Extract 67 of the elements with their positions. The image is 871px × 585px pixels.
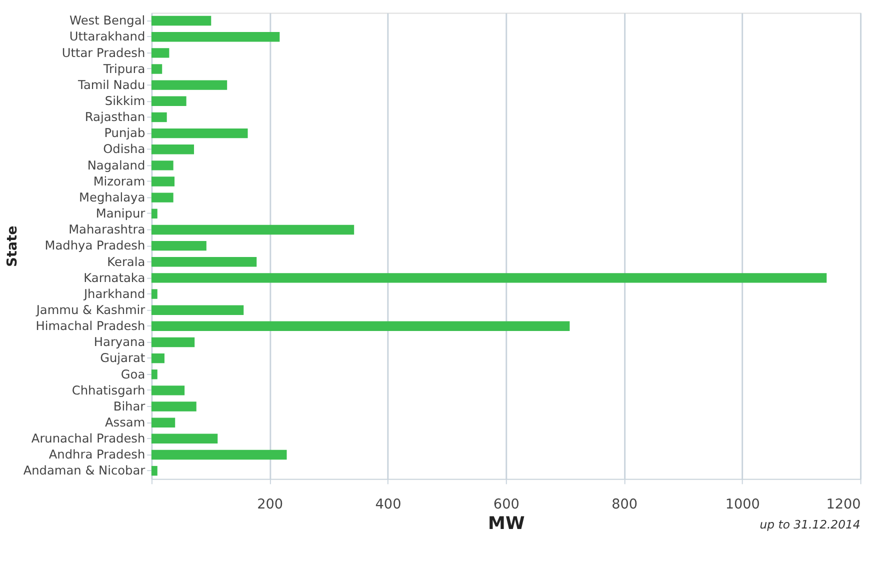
y-axis-title: State: [4, 226, 20, 267]
y-tick-label: Tripura: [102, 62, 146, 76]
bar: [151, 128, 248, 138]
bar: [151, 192, 174, 202]
y-tick-label: Jammu & Kashmir: [35, 302, 146, 317]
y-tick-label: Odisha: [103, 142, 146, 156]
bar: [151, 80, 228, 90]
y-tick-label: Gujarat: [100, 351, 146, 366]
bar: [151, 16, 212, 26]
y-tick-label: Chhatisgarh: [72, 383, 146, 398]
x-tick-label: 600: [493, 496, 520, 512]
y-tick-label: Arunachal Pradesh: [31, 432, 146, 446]
bar: [151, 305, 244, 315]
y-tick-label: Tamil Nadu: [77, 78, 146, 92]
y-tick-label: Nagaland: [87, 158, 146, 172]
y-tick-label: Bihar: [113, 399, 146, 414]
y-tick-label: Karnataka: [84, 270, 146, 285]
y-tick-label: Sikkim: [104, 94, 146, 108]
bar: [151, 418, 176, 428]
bar: [151, 240, 206, 251]
bar: [151, 434, 218, 444]
x-tick-label: 800: [612, 496, 638, 512]
y-tick-label: Uttar Pradesh: [62, 46, 146, 60]
text: up to 31.12.2014: [760, 517, 860, 532]
y-tick-label: Manipur: [96, 206, 146, 221]
bar: [151, 112, 167, 122]
y-tick-label: Haryana: [94, 335, 146, 350]
y-tick-label: Andhra Pradesh: [48, 448, 146, 462]
y-tick-label: Kerala: [107, 254, 146, 269]
bar: [151, 48, 170, 58]
y-tick-label: Andaman & Nicobar: [23, 464, 146, 478]
y-tick-label: Meghalaya: [79, 190, 146, 204]
bar: [151, 337, 195, 348]
y-tick-label: Uttarakhand: [69, 30, 146, 44]
y-tick-label: Rajasthan: [84, 110, 146, 124]
x-tick-label: 400: [375, 496, 402, 512]
bar: [151, 370, 158, 380]
bar: [151, 353, 164, 364]
bar: [151, 96, 186, 106]
bar: [151, 160, 174, 170]
bar: [151, 466, 158, 476]
y-tick-label: Punjab: [104, 126, 146, 140]
bar: [151, 257, 257, 267]
bar: [151, 289, 158, 299]
bar: [151, 208, 158, 219]
x-tick-label: 1000: [725, 496, 760, 512]
bar: [151, 402, 196, 412]
y-tick-label: West Bengal: [70, 14, 146, 28]
bar: [151, 64, 162, 74]
bar: [151, 386, 185, 396]
x-axis-title: MW: [488, 514, 525, 534]
y-tick-label: Jharkhand: [82, 286, 146, 301]
y-tick-label: Mizoram: [93, 174, 146, 188]
bar: [151, 224, 354, 235]
bar: [151, 321, 570, 332]
y-tick-label: Assam: [104, 415, 146, 430]
bar: [151, 273, 827, 283]
bar: [151, 32, 280, 42]
y-tick-label: Maharashtra: [68, 222, 146, 237]
bar: [151, 144, 194, 154]
bar: [151, 176, 175, 186]
y-tick-label: Himachal Pradesh: [36, 319, 146, 334]
x-tick-label: 200: [257, 496, 284, 512]
y-tick-label: Goa: [120, 367, 146, 382]
bar: [151, 450, 287, 460]
y-tick-label: Madhya Pradesh: [44, 238, 146, 253]
x-tick-label: 1200: [826, 496, 861, 512]
